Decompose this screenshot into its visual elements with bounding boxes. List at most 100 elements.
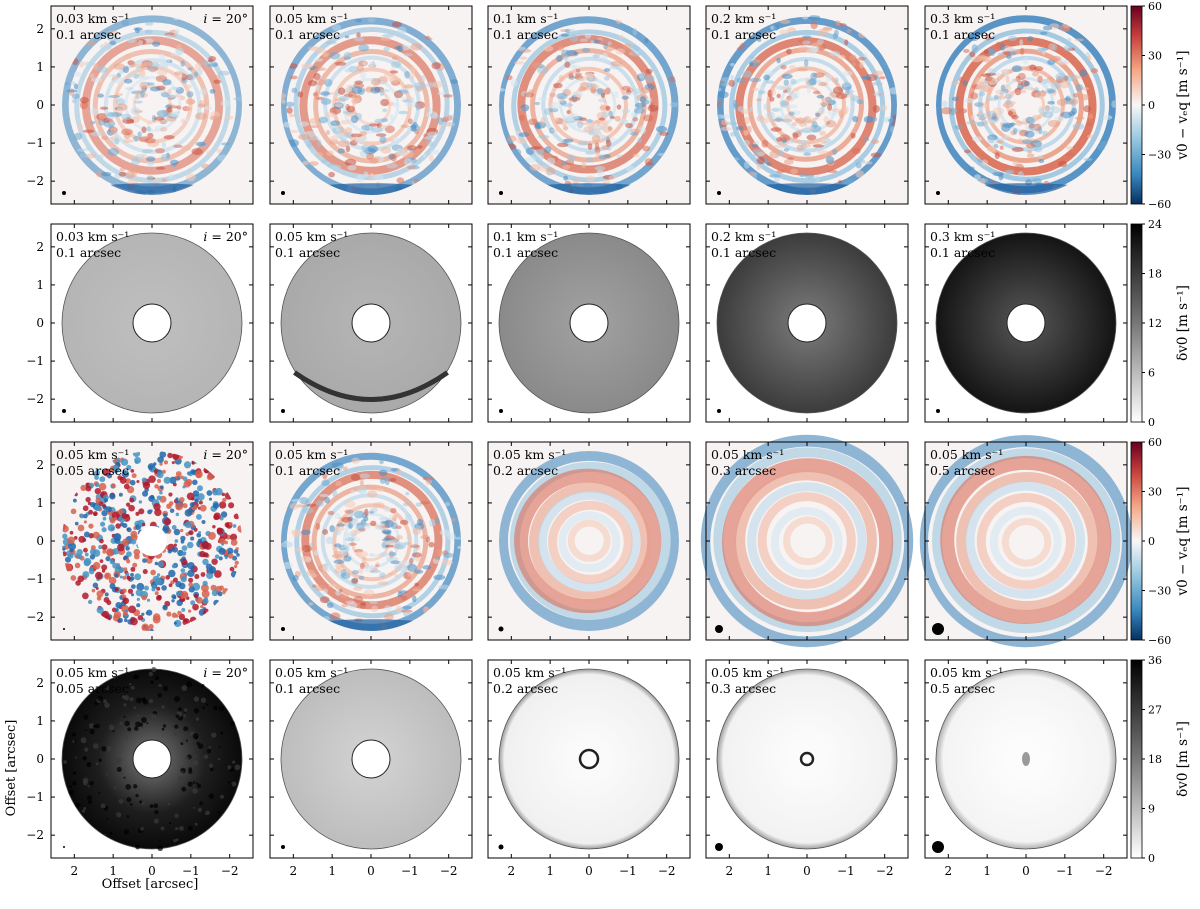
- x-tick-label: −2: [440, 864, 458, 878]
- colorbar-tick-label: 60: [1148, 0, 1162, 13]
- panel-resolution-label: 0.5 arcsec: [930, 681, 995, 696]
- panel-velocity-label: 0.05 km s⁻¹: [275, 11, 348, 26]
- colorbar-tick-label: 18: [1148, 753, 1162, 766]
- panel-r1-c2: 0.05 km s⁻¹0.1 arcsec: [269, 5, 473, 205]
- panel-resolution-label: 0.3 arcsec: [711, 463, 776, 478]
- x-tick-label: 0: [803, 864, 811, 878]
- colorbar-label: v0 − vₑq [m s⁻¹]: [1175, 487, 1191, 597]
- colorbar-tick-label: 12: [1148, 317, 1162, 330]
- beam-marker: [936, 191, 940, 195]
- beam-marker: [932, 623, 944, 635]
- x-tick-label: 2: [289, 864, 297, 878]
- beam-marker: [715, 843, 723, 851]
- colorbar-tick-label: 30: [1148, 486, 1162, 499]
- panel-resolution-label: 0.1 arcsec: [493, 245, 558, 260]
- panel-resolution-label: 0.05 arcsec: [56, 681, 129, 696]
- x-tick-label: 0: [367, 864, 375, 878]
- panel-r2-c2: 0.05 km s⁻¹0.1 arcsec: [269, 223, 473, 423]
- y-tick-label: 1: [36, 60, 44, 74]
- x-tick-label: 2: [725, 864, 733, 878]
- y-tick-label: −1: [26, 790, 44, 804]
- inclination-label: i = 20°: [203, 665, 248, 680]
- beam-marker: [715, 625, 723, 633]
- panel-r1-c3: 0.1 km s⁻¹0.1 arcsec: [487, 5, 691, 205]
- panel-r2-c5: 0.3 km s⁻¹0.1 arcsec: [924, 223, 1128, 423]
- y-tick-label: 1: [36, 496, 44, 510]
- y-tick-label: −2: [26, 828, 44, 842]
- panel-r2-c3: 0.1 km s⁻¹0.1 arcsec: [487, 223, 691, 423]
- colorbar-label: v0 − vₑq [m s⁻¹]: [1175, 51, 1191, 161]
- beam-marker: [932, 841, 944, 853]
- panel-resolution-label: 0.2 arcsec: [493, 681, 558, 696]
- x-tick-label: 1: [546, 864, 554, 878]
- y-tick-label: −1: [26, 354, 44, 368]
- panel-velocity-label: 0.05 km s⁻¹: [930, 447, 1003, 462]
- panel-resolution-label: 0.1 arcsec: [711, 245, 776, 260]
- beam-marker: [499, 191, 503, 195]
- beam-marker: [281, 845, 285, 849]
- y-tick-label: 2: [36, 22, 44, 36]
- panel-velocity-label: 0.3 km s⁻¹: [930, 229, 995, 244]
- x-tick-label: 1: [983, 864, 991, 878]
- panel-velocity-label: 0.05 km s⁻¹: [275, 447, 348, 462]
- panel-resolution-label: 0.1 arcsec: [56, 245, 121, 260]
- panel-velocity-label: 0.05 km s⁻¹: [711, 447, 784, 462]
- colorbar-label: δv0 [m s⁻¹]: [1175, 721, 1191, 797]
- y-axis-label: Offset [arcsec]: [4, 720, 19, 817]
- colorbar-tick-label: 36: [1148, 654, 1162, 667]
- colorbar-tick-label: 6: [1148, 367, 1155, 380]
- panel-r4-c2: 2 1 0 −1 −2 0.05 km s⁻¹0.1 arcsec: [269, 659, 473, 878]
- colorbar-tick-label: 18: [1148, 268, 1162, 281]
- panel-r1-c1: 2 1 0 −1 −2 0.03 km s⁻¹0.1 arcsec i = 20°: [26, 5, 254, 205]
- panel-r4-c4: 2 1 0 −1 −2 0.05 km s⁻¹0.3 arcsec: [705, 659, 909, 878]
- panel-resolution-label: 0.1 arcsec: [930, 245, 995, 260]
- panel-velocity-label: 0.05 km s⁻¹: [930, 665, 1003, 680]
- panel-resolution-label: 0.1 arcsec: [493, 27, 558, 42]
- panel-resolution-label: 0.1 arcsec: [275, 681, 340, 696]
- x-tick-label: −1: [401, 864, 419, 878]
- beam-marker: [498, 844, 504, 850]
- panel-resolution-label: 0.05 arcsec: [56, 463, 129, 478]
- x-tick-label: −2: [1095, 864, 1113, 878]
- x-tick-label: −1: [182, 864, 200, 878]
- beam-marker: [62, 191, 66, 195]
- panel-r3-c5: 0.05 km s⁻¹0.5 arcsec: [919, 434, 1133, 648]
- panel-velocity-label: 0.05 km s⁻¹: [56, 665, 129, 680]
- colorbar-tick-label: 0: [1148, 99, 1155, 112]
- panel-r3-c3: 0.05 km s⁻¹0.2 arcsec: [487, 441, 691, 641]
- colorbar-tick-label: 0: [1148, 416, 1155, 429]
- panel-resolution-label: 0.1 arcsec: [275, 245, 340, 260]
- colorbar-r4: 36 27 18 9 0 δv0 [m s⁻¹]: [1130, 654, 1191, 865]
- panel-velocity-label: 0.05 km s⁻¹: [275, 229, 348, 244]
- y-tick-label: 0: [36, 752, 44, 766]
- y-tick-label: 0: [36, 534, 44, 548]
- y-tick-label: 2: [36, 458, 44, 472]
- beam-marker: [281, 191, 285, 195]
- colorbar-tick-label: −30: [1148, 149, 1171, 162]
- beam-marker: [499, 409, 503, 413]
- panel-resolution-label: 0.1 arcsec: [711, 27, 776, 42]
- x-axis-label: Offset [arcsec]: [102, 877, 199, 892]
- y-tick-label: −1: [26, 136, 44, 150]
- panel-velocity-label: 0.2 km s⁻¹: [711, 11, 776, 26]
- y-tick-label: −2: [26, 174, 44, 188]
- y-tick-label: −2: [26, 392, 44, 406]
- x-tick-label: −2: [876, 864, 894, 878]
- panel-velocity-label: 0.05 km s⁻¹: [493, 447, 566, 462]
- panel-resolution-label: 0.1 arcsec: [275, 27, 340, 42]
- panel-velocity-label: 0.03 km s⁻¹: [56, 11, 129, 26]
- panel-velocity-label: 0.1 km s⁻¹: [493, 11, 558, 26]
- panel-resolution-label: 0.1 arcsec: [56, 27, 121, 42]
- panel-velocity-label: 0.3 km s⁻¹: [930, 11, 995, 26]
- panel-resolution-label: 0.2 arcsec: [493, 463, 558, 478]
- beam-marker: [63, 846, 65, 848]
- panel-velocity-label: 0.05 km s⁻¹: [493, 665, 566, 680]
- inclination-label: i = 20°: [203, 11, 248, 26]
- inclination-label: i = 20°: [203, 447, 248, 462]
- colorbar-tick-label: 0: [1148, 852, 1155, 865]
- colorbar-tick-label: 0: [1148, 535, 1155, 548]
- colorbar-tick-label: 27: [1148, 704, 1162, 717]
